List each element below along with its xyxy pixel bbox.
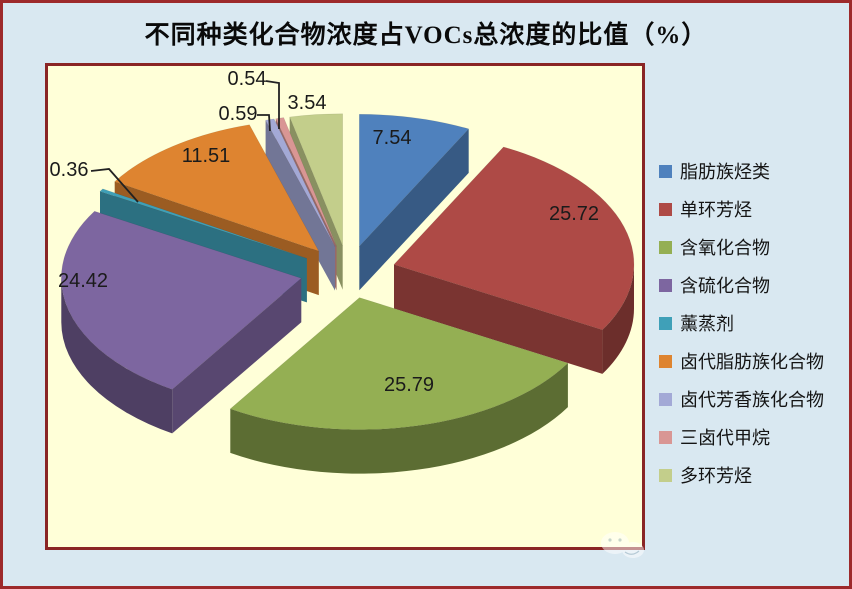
pie-slice-3[interactable] xyxy=(61,210,302,390)
pie-slice-2[interactable] xyxy=(229,297,569,430)
legend: 脂肪族烃类单环芳烃含氧化合物含硫化合物薰蒸剂卤代脂肪族化合物 卤代芳香族化合物 三卤… xyxy=(659,152,824,494)
legend-swatch xyxy=(659,468,672,482)
label-leader-line xyxy=(90,168,139,203)
pie-slice-5[interactable] xyxy=(114,124,320,252)
data-label: 25.72 xyxy=(549,203,599,225)
legend-swatch xyxy=(659,354,672,368)
legend-item-1[interactable]: 单环芳烃 xyxy=(659,190,824,228)
data-label: 3.54 xyxy=(288,92,327,114)
pie-slice-rim xyxy=(602,264,634,374)
legend-item-2[interactable]: 含氧化合物 xyxy=(659,228,824,266)
data-label: 24.42 xyxy=(58,270,108,292)
legend-swatch xyxy=(659,202,672,216)
pie-slice-side xyxy=(394,264,603,374)
legend-swatch xyxy=(659,316,672,330)
data-label: 0.36 xyxy=(50,159,89,181)
pie-slice-side xyxy=(265,120,335,291)
watermark-icon xyxy=(601,532,644,558)
chart-title: 不同种类化合物浓度占VOCs总浓度的比值（%） xyxy=(144,22,708,49)
legend-label: 卤代脂肪族化合物 xyxy=(680,352,824,372)
legend-item-0[interactable]: 脂肪族烃类 xyxy=(659,152,824,190)
legend-item-3[interactable]: 含硫化合物 xyxy=(659,266,824,304)
pie-slice-8[interactable] xyxy=(289,113,343,246)
label-leader-line xyxy=(265,80,280,129)
pie-slice-0[interactable] xyxy=(359,113,470,248)
pie-slice-side xyxy=(172,278,302,434)
legend-label: 卤代芳香族化合物 xyxy=(680,390,824,410)
pie-chart-canvas: 7.54 25.72 25.79 24.42 0.36 11.51 0.59 0.54 3.54 xyxy=(45,63,645,558)
legend-item-4[interactable]: 薰蒸剂 xyxy=(659,304,824,342)
pie-slice-side xyxy=(359,128,469,291)
legend-item-8[interactable]: 多环芳烃 xyxy=(659,456,824,494)
legend-label: 脂肪族烃类 xyxy=(680,162,770,182)
pie-slice-1[interactable] xyxy=(393,146,635,331)
legend-swatch xyxy=(659,278,672,292)
legend-label: 三卤代甲烷 xyxy=(680,428,770,448)
legend-swatch xyxy=(659,430,672,444)
data-label: 25.79 xyxy=(384,374,434,396)
legend-label: 含氧化合物 xyxy=(680,238,770,258)
pie-slice-rim xyxy=(230,363,568,474)
legend-label: 多环芳烃 xyxy=(680,466,752,486)
legend-item-7[interactable]: 三卤代甲烷 xyxy=(659,418,824,456)
pie-slice-4[interactable] xyxy=(99,188,307,259)
legend-item-6[interactable]: 卤代芳香族化合物 xyxy=(659,380,824,418)
legend-label: 含硫化合物 xyxy=(680,276,770,296)
data-label: 0.59 xyxy=(219,103,258,125)
legend-swatch xyxy=(659,164,672,178)
label-leader-line xyxy=(257,114,271,132)
legend-swatch xyxy=(659,392,672,406)
legend-swatch xyxy=(659,240,672,254)
data-label: 0.54 xyxy=(228,68,267,90)
data-label: 7.54 xyxy=(373,127,412,149)
data-label: 11.51 xyxy=(182,145,231,167)
legend-label: 薰蒸剂 xyxy=(680,314,734,334)
pie-slice-rim xyxy=(61,278,173,434)
legend-item-5[interactable]: 卤代脂肪族化合物 xyxy=(659,342,824,380)
legend-label: 单环芳烃 xyxy=(680,200,752,220)
